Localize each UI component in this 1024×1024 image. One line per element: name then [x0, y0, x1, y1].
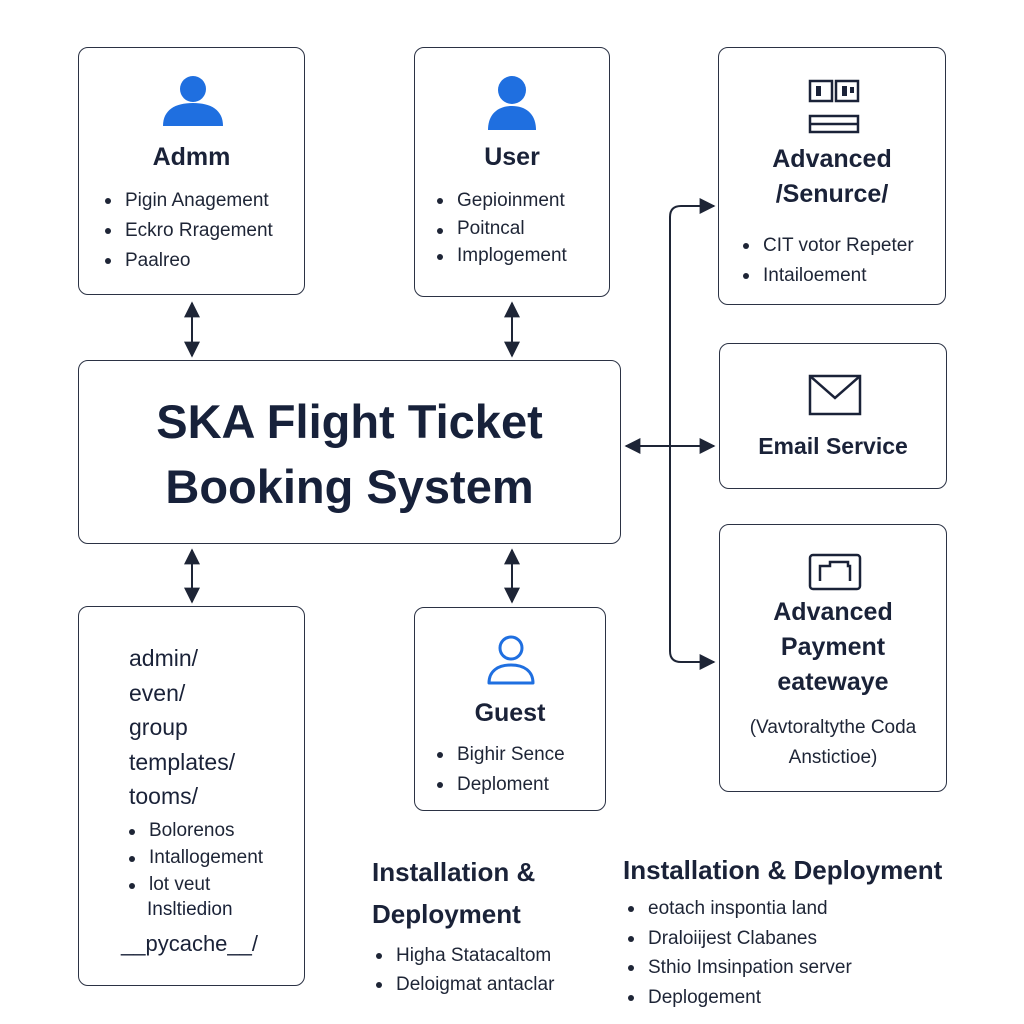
pycache-dir: __pycache__/: [121, 931, 258, 956]
user-list: Gepioinment Poitncal Implogement: [433, 186, 567, 270]
user-box[interactable]: User Gepioinment Poitncal Implogement: [414, 47, 610, 297]
install-left-list: Higha Statacaltom Deloigmat antaclar: [372, 941, 554, 999]
trunk-line: [669, 205, 714, 663]
admin-list: Pigin Anagement Eckro Rragement Paalreo: [101, 186, 273, 276]
list-item: eotach inspontia land: [624, 894, 852, 924]
directory-box[interactable]: admin/ even/ group templates/ tooms/ Bol…: [78, 606, 305, 986]
list-item: Intallogement: [125, 844, 263, 871]
directory-list: admin/ even/ group templates/ tooms/: [129, 641, 235, 814]
advanced-payment-box[interactable]: Advanced Payment eatewaye (Vavtoraltythe…: [719, 524, 947, 792]
qr-code-icon: [808, 79, 860, 134]
list-item: Deloigmat antaclar: [372, 970, 554, 999]
user-title: User: [484, 143, 540, 171]
email-title: Email Service: [758, 433, 908, 459]
list-item: Gepioinment: [433, 186, 567, 216]
list-item: Eckro Rragement: [101, 216, 273, 246]
user-icon: [488, 76, 536, 130]
list-item: lot veut: [125, 871, 263, 898]
directory-bullets: Bolorenos Intallogement lot veut: [125, 817, 263, 898]
user-outline-icon: [487, 635, 535, 685]
directory-item: tooms/: [129, 783, 199, 809]
admin-box[interactable]: Admm Pigin Anagement Eckro Rragement Paa…: [78, 47, 305, 295]
install-left-title: Installation & Deployment: [372, 857, 536, 929]
install-right-list: eotach inspontia land Draloiijest Claban…: [624, 894, 852, 1012]
user-icon: [163, 76, 223, 126]
payment-note: (Vavtoraltythe Coda Anstictioe): [749, 717, 917, 768]
main-title-line1: SKA Flight Ticket: [156, 395, 543, 448]
list-item: Pigin Anagement: [101, 186, 273, 216]
directory-item: admin/: [129, 645, 199, 671]
directory-item: templates/: [129, 748, 236, 775]
list-item: Higha Statacaltom: [372, 941, 554, 970]
directory-item: group: [129, 714, 188, 740]
advanced-security-title: Advanced /Senurce/: [772, 145, 892, 208]
main-system-box[interactable]: SKA Flight Ticket Booking System: [78, 360, 621, 544]
list-item: Deplogement: [624, 983, 852, 1013]
list-item: Deploment: [433, 770, 565, 800]
list-item: Intailoement: [739, 261, 914, 291]
payment-card-icon: [808, 553, 862, 591]
directory-sub: Insltiedion: [147, 899, 233, 920]
advanced-security-box[interactable]: Advanced /Senurce/ CIT votor Repeter Int…: [718, 47, 946, 305]
admin-title: Admm: [152, 143, 231, 171]
list-item: Bolorenos: [125, 817, 263, 844]
directory-item: even/: [129, 679, 186, 706]
list-item: Bighir Sence: [433, 740, 565, 770]
list-item: Sthio Imsinpation server: [624, 953, 852, 983]
list-item: Draloiijest Clabanes: [624, 924, 852, 954]
envelope-icon: [808, 374, 862, 416]
advanced-security-list: CIT votor Repeter Intailoement: [739, 231, 914, 291]
payment-title: Advanced Payment eatewaye: [773, 598, 893, 696]
guest-title: Guest: [474, 699, 546, 727]
install-right-title: Installation & Deployment: [623, 855, 943, 885]
list-item: CIT votor Repeter: [739, 231, 914, 261]
list-item: Poitncal: [433, 216, 567, 242]
main-title-line2: Booking System: [165, 460, 534, 513]
list-item: Paalreo: [101, 246, 273, 276]
list-item-continuation: Implogement: [433, 242, 567, 270]
guest-box[interactable]: Guest Bighir Sence Deploment: [414, 607, 606, 811]
email-service-box[interactable]: Email Service: [719, 343, 947, 489]
guest-list: Bighir Sence Deploment: [433, 740, 565, 800]
